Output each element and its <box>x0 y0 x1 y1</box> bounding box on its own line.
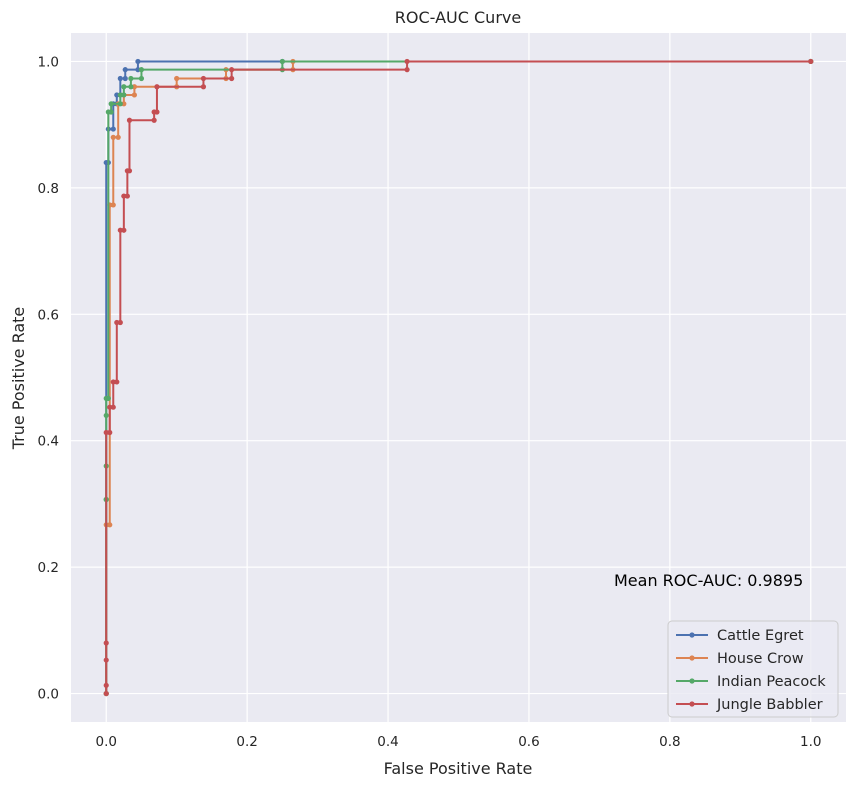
data-point-jungle-babbler <box>121 227 127 233</box>
data-point-indian-peacock <box>105 395 111 401</box>
y-tick-label: 0.8 <box>38 181 59 197</box>
data-point-cattle-egret <box>135 58 141 65</box>
x-tick-label: 0.4 <box>377 734 398 750</box>
data-point-jungle-babbler <box>126 168 133 174</box>
data-point-indian-peacock <box>121 92 127 98</box>
mean-auc-annotation: Mean ROC-AUC: 0.9895 <box>614 571 803 590</box>
chart-title: ROC-AUC Curve <box>395 8 521 27</box>
y-tick-label: 0.4 <box>38 434 59 450</box>
data-point-house-crow <box>174 75 180 82</box>
data-point-jungle-babbler <box>126 117 133 123</box>
y-axis-label: True Positive Rate <box>9 307 28 451</box>
data-point-jungle-babbler <box>117 319 123 326</box>
data-point-house-crow <box>131 92 138 98</box>
data-point-indian-peacock <box>128 75 134 82</box>
data-point-indian-peacock <box>279 58 285 65</box>
data-point-jungle-babbler <box>154 109 160 115</box>
series-jungle-babbler <box>103 58 814 697</box>
legend-marker-jungle-babbler <box>689 701 695 707</box>
legend-label-indian-peacock: Indian Peacock <box>717 674 826 690</box>
legend-item-jungle-babbler: Jungle Babbler <box>676 697 823 713</box>
data-point-house-crow <box>110 202 116 208</box>
data-point-house-crow <box>110 134 116 140</box>
legend-marker-cattle-egret <box>689 632 695 638</box>
legend-label-house-crow: House Crow <box>717 651 804 667</box>
data-point-jungle-babbler <box>107 429 113 436</box>
data-point-jungle-babbler <box>229 67 235 73</box>
x-tick-label: 0.0 <box>95 734 116 750</box>
data-point-jungle-babbler <box>103 657 109 663</box>
data-point-indian-peacock <box>138 75 145 82</box>
data-point-cattle-egret <box>122 67 128 73</box>
y-tick-label: 0.2 <box>38 560 59 576</box>
legend-item-indian-peacock: Indian Peacock <box>676 674 826 690</box>
x-tick-label: 0.2 <box>236 734 257 750</box>
legend-box <box>667 620 839 718</box>
data-point-cattle-egret <box>110 126 116 132</box>
data-point-jungle-babbler <box>110 404 116 410</box>
data-point-house-crow <box>115 134 121 140</box>
x-tick-labels: 0.0 0.2 0.4 0.6 0.8 1.0 <box>95 734 821 750</box>
data-point-indian-peacock <box>103 412 109 419</box>
x-tick-label: 0.6 <box>518 734 539 750</box>
series-group <box>103 58 814 697</box>
data-point-jungle-babbler <box>103 690 109 697</box>
y-tick-labels: 0.0 0.2 0.4 0.6 0.8 1.0 <box>38 54 59 702</box>
y-tick-label: 0.6 <box>38 307 59 323</box>
data-point-jungle-babbler <box>229 75 235 82</box>
legend-marker-indian-peacock <box>689 678 695 684</box>
data-point-jungle-babbler <box>200 84 207 90</box>
legend-item-house-crow: House Crow <box>676 651 804 667</box>
legend-marker-house-crow <box>689 655 695 661</box>
data-point-jungle-babbler <box>103 682 109 688</box>
legend-label-cattle-egret: Cattle Egret <box>717 628 804 644</box>
legend: Cattle Egret House Crow Indian Peacock Jung… <box>667 620 839 718</box>
legend-item-cattle-egret: Cattle Egret <box>676 628 804 644</box>
data-point-indian-peacock <box>108 109 114 115</box>
data-point-jungle-babbler <box>404 58 410 65</box>
legend-label-jungle-babbler: Jungle Babbler <box>716 697 823 713</box>
data-point-jungle-babbler <box>114 379 120 385</box>
x-tick-label: 1.0 <box>800 734 821 750</box>
data-point-jungle-babbler <box>103 640 109 646</box>
data-point-cattle-egret <box>117 75 123 82</box>
data-point-jungle-babbler <box>404 67 410 73</box>
x-tick-label: 0.8 <box>659 734 680 750</box>
data-point-indian-peacock <box>108 101 114 107</box>
y-tick-label: 1.0 <box>38 54 59 70</box>
data-point-indian-peacock <box>138 67 145 73</box>
y-tick-label: 0.0 <box>38 687 59 703</box>
data-point-jungle-babbler <box>200 75 207 82</box>
data-point-house-crow <box>107 522 113 528</box>
data-point-jungle-babbler <box>124 193 130 199</box>
x-axis-label: False Positive Rate <box>384 759 533 778</box>
data-point-jungle-babbler <box>154 84 160 90</box>
plot-area <box>71 33 846 722</box>
data-point-indian-peacock <box>128 84 134 90</box>
data-point-indian-peacock <box>117 101 123 107</box>
data-point-jungle-babbler <box>808 58 814 65</box>
data-point-jungle-babbler <box>151 117 157 123</box>
data-point-indian-peacock <box>121 84 127 90</box>
data-point-cattle-egret <box>122 75 128 82</box>
